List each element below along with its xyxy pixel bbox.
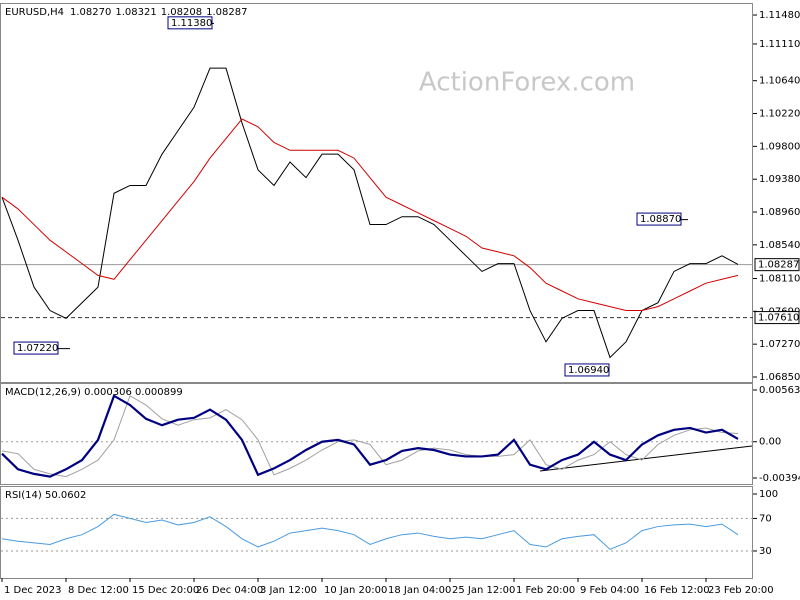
macd-frame (0, 383, 753, 485)
y-tick-label: 0.005635 (759, 385, 800, 396)
price-tag (754, 258, 800, 272)
x-tick-label: 15 Dec 20:00 (132, 585, 199, 596)
y-tick-label: 1.10640 (759, 76, 800, 87)
y-tick-label: -0.003949 (759, 473, 800, 484)
annotation-box (636, 212, 682, 226)
panel-title: MACD(12,26,9) 0.000306 0.000899 (5, 387, 183, 398)
annotation-label: 1.06940 (568, 365, 609, 376)
y-tick-label: 100 (759, 489, 778, 500)
ohlc-label: 1.08321 (115, 7, 156, 18)
watermark: ActionForex.com (419, 68, 635, 98)
x-tick-label: 26 Dec 04:00 (196, 585, 263, 596)
price-tag-label: 1.07610 (758, 313, 799, 324)
y-tick-label: 1.11480 (759, 10, 800, 21)
price-tag-label: 1.08287 (758, 260, 799, 271)
x-tick-label: 16 Feb 12:00 (644, 585, 710, 596)
y-tick-label: 1.11110 (759, 39, 800, 50)
annotation-box (13, 341, 59, 355)
x-tick-label: 1 Dec 2023 (4, 585, 62, 596)
annotation-label: 1.07220 (17, 343, 58, 354)
y-tick-label: 1.08540 (759, 240, 800, 251)
y-tick-label: 30 (759, 546, 772, 557)
series-line (1, 67, 739, 359)
y-tick-label: 1.07270 (759, 339, 800, 350)
x-tick-label: 8 Dec 12:00 (68, 585, 129, 596)
annotation-box (167, 16, 213, 30)
series-line (1, 394, 739, 478)
annotation-box (564, 363, 610, 377)
y-tick-label: 1.09800 (759, 141, 800, 152)
y-tick-label: 0.00 (759, 437, 781, 448)
x-tick-label: 18 Jan 04:00 (388, 585, 451, 596)
annotation-label: 1.11380 (171, 18, 212, 29)
y-tick-label: 1.08110 (759, 273, 800, 284)
price-tag (754, 311, 800, 325)
ohlc-label: 1.08270 (70, 7, 111, 18)
x-tick-label: 23 Feb 20:00 (708, 585, 774, 596)
series-line (1, 513, 739, 550)
y-tick-label: 1.06850 (759, 372, 800, 383)
x-tick-label: 3 Jan 12:00 (260, 585, 317, 596)
x-tick-label: 1 Feb 20:00 (516, 585, 575, 596)
rsi-frame (0, 486, 753, 579)
y-tick-label: 1.08960 (759, 207, 800, 218)
trend-line (539, 445, 753, 472)
y-tick-label: 1.10220 (759, 109, 800, 120)
series-line (1, 118, 739, 312)
price-frame (0, 3, 753, 383)
y-tick-label: 70 (759, 513, 772, 524)
x-tick-label: 10 Jan 20:00 (324, 585, 387, 596)
ohlc-label: 1.08287 (206, 7, 247, 18)
y-tick-label: 1.09380 (759, 174, 800, 185)
annotation-label: 1.08870 (640, 214, 681, 225)
x-tick-label: 25 Jan 12:00 (452, 585, 515, 596)
ohlc-label: 1.08208 (161, 7, 202, 18)
series-line (1, 395, 739, 478)
panel-title: RSI(14) 50.0602 (5, 490, 86, 501)
x-tick-label: 9 Feb 04:00 (580, 585, 639, 596)
panel-title: EURUSD,H4 (5, 7, 64, 18)
